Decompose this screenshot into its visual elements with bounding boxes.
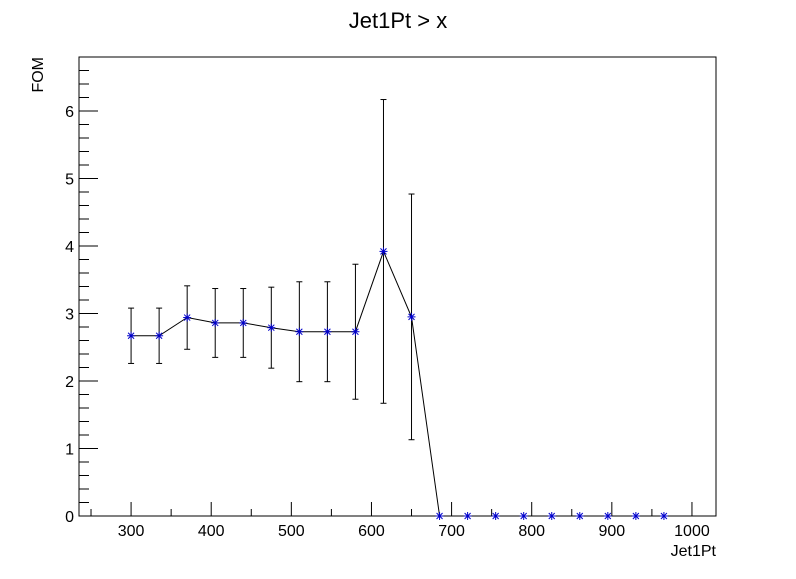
- data-point: [519, 512, 528, 520]
- x-axis: 300 400 500 600 700 800 900 1000: [90, 502, 710, 540]
- y-axis-label: FOM: [30, 57, 47, 93]
- x-tick-label: 800: [518, 523, 545, 540]
- x-tick-label: 900: [598, 523, 625, 540]
- data-point: [295, 327, 304, 336]
- x-tick-label: 300: [118, 523, 145, 540]
- data-series: [127, 99, 668, 520]
- y-tick-label: 3: [65, 307, 74, 324]
- y-tick-label: 6: [65, 104, 74, 121]
- data-point: [491, 512, 500, 520]
- x-tick-label: 400: [198, 523, 225, 540]
- series-line: [131, 250, 664, 517]
- data-point: [659, 512, 668, 520]
- y-tick-label: 2: [65, 374, 74, 391]
- y-tick-label: 0: [65, 509, 74, 526]
- y-tick-label: 5: [65, 172, 74, 189]
- data-point: [351, 327, 360, 336]
- y-tick-label: 1: [65, 442, 74, 459]
- data-point: [575, 512, 584, 520]
- data-point: [127, 331, 136, 340]
- x-tick-label: 1000: [674, 523, 710, 540]
- x-tick-label: 700: [438, 523, 465, 540]
- y-tick-label: 4: [65, 239, 74, 256]
- data-point: [407, 312, 416, 321]
- data-point: [547, 512, 556, 520]
- data-point: [631, 512, 640, 520]
- data-point: [463, 512, 472, 520]
- data-point: [239, 318, 248, 327]
- data-point: [323, 327, 332, 336]
- data-point: [603, 512, 612, 520]
- x-tick-label: 500: [278, 523, 305, 540]
- y-axis: 0 1 2 3 4 5 6: [65, 56, 98, 526]
- data-point: [379, 247, 388, 256]
- plot-frame: [78, 56, 717, 517]
- data-point: [267, 323, 276, 332]
- data-point: [435, 512, 444, 520]
- data-point: [183, 313, 192, 322]
- data-point: [211, 318, 220, 327]
- x-axis-label: Jet1Pt: [671, 543, 717, 560]
- data-point: [155, 331, 164, 340]
- x-tick-label: 600: [358, 523, 385, 540]
- chart-title: Jet1Pt > x: [349, 8, 447, 33]
